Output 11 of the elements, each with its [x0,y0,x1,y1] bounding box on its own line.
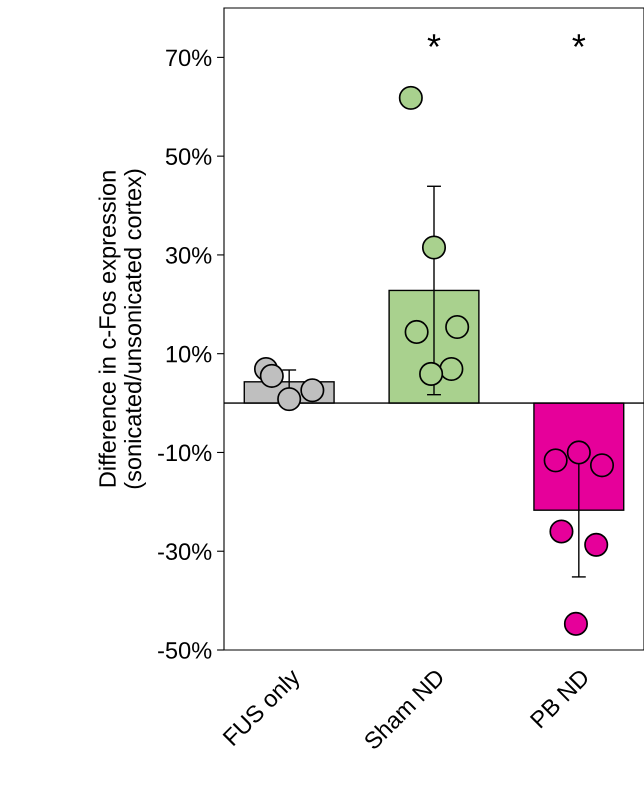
annotation: * [428,34,440,47]
y-tick-label: 10% [166,346,212,362]
y-tick-label: 70% [166,49,212,66]
x-tick-label: PB ND [530,668,590,728]
y-tick-label: 30% [166,246,212,264]
y-tick-label: -50% [158,642,212,659]
y-tick-label: 50% [166,148,212,165]
y-tick-label: -10% [158,444,212,462]
y-axis-title: Difference in c-Fos expression (sonicated/unsonicated cortex) [98,170,146,488]
y-tick-label: -30% [158,543,212,560]
annotation: * [572,34,586,47]
